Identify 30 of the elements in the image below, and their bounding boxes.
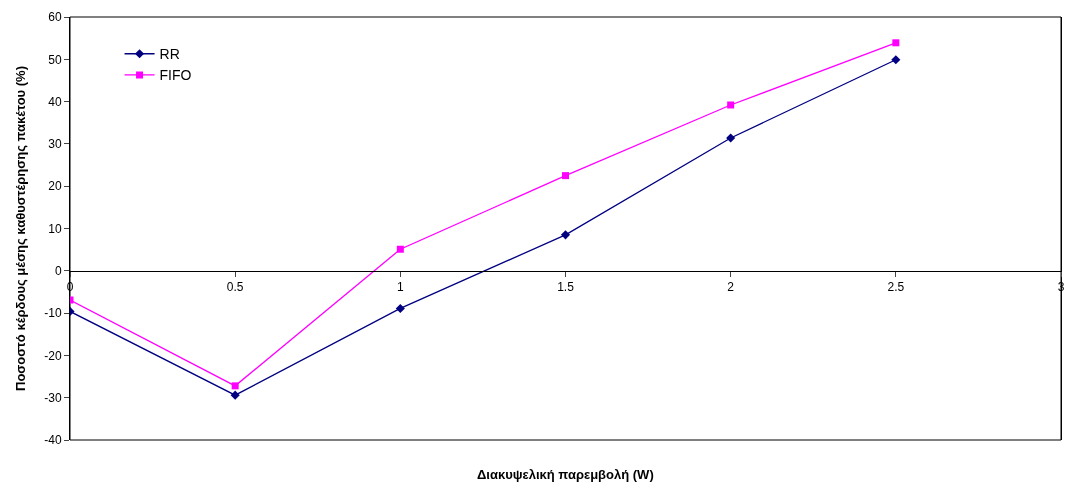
point bbox=[727, 101, 735, 109]
x-tick-label: 2.5 bbox=[887, 280, 905, 295]
y-tick-label: 0 bbox=[54, 264, 62, 278]
y-tick-label: 50 bbox=[48, 52, 62, 67]
x-tick-label: 1.5 bbox=[557, 280, 575, 295]
legend-label: RR bbox=[159, 46, 180, 63]
y-axis-title: Ποσοστό κέρδους μέσης καθυστέρησης πακέτου (%) bbox=[13, 66, 29, 391]
point bbox=[726, 133, 736, 143]
x-axis-title: Διακυψελική παρεμβολή (W) bbox=[477, 467, 654, 482]
point bbox=[562, 172, 569, 180]
y-tick-label: -10 bbox=[44, 306, 62, 321]
y-tick-label: 60 bbox=[48, 10, 62, 25]
y-tick-label: 10 bbox=[48, 221, 62, 236]
y-tick-label: 20 bbox=[48, 179, 62, 194]
y-tick-label: -20 bbox=[44, 348, 62, 363]
y-tick-label: -30 bbox=[44, 390, 62, 405]
x-tick-label: 1 bbox=[396, 280, 404, 295]
point bbox=[396, 245, 404, 253]
point bbox=[560, 230, 571, 240]
y-tick-label: 40 bbox=[48, 94, 62, 109]
point bbox=[891, 55, 901, 65]
y-tick-label: -40 bbox=[44, 433, 62, 448]
x-tick-label: 2 bbox=[727, 280, 735, 295]
point bbox=[230, 390, 240, 400]
point bbox=[892, 39, 900, 47]
point bbox=[395, 303, 405, 313]
legend-label: FIFO bbox=[159, 67, 192, 84]
y-tick-label: 30 bbox=[48, 137, 62, 152]
point bbox=[231, 382, 239, 390]
x-tick-label: 0.5 bbox=[226, 280, 244, 295]
